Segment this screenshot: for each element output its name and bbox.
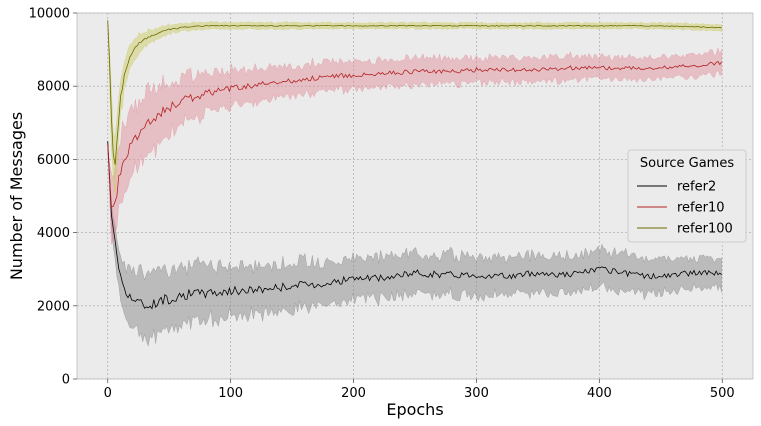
line-refer2 <box>107 141 722 310</box>
legend-box <box>627 149 747 243</box>
legend-label-refer10: refer10 <box>677 201 725 216</box>
legend: Source Games refer2 refer10 refer100 <box>627 149 747 243</box>
x-tick-label: 100 <box>218 386 243 401</box>
x-axis-ticks: 0 100 200 300 400 500 <box>104 379 735 401</box>
y-tick-label: 6000 <box>37 153 70 168</box>
y-axis-label: Number of Messages <box>7 112 26 280</box>
x-tick-label: 0 <box>104 386 112 401</box>
y-tick-label: 4000 <box>37 226 70 241</box>
series-lines <box>107 20 722 310</box>
legend-title: Source Games <box>640 156 734 171</box>
x-axis-label: Epochs <box>386 400 443 419</box>
line-refer100 <box>107 20 722 165</box>
legend-label-refer2: refer2 <box>677 180 716 195</box>
band-refer100 <box>107 20 722 196</box>
y-tick-label: 2000 <box>37 299 70 314</box>
grid <box>77 12 753 380</box>
y-tick-label: 0 <box>62 373 70 388</box>
x-tick-label: 500 <box>710 386 735 401</box>
legend-label-refer100: refer100 <box>677 222 733 237</box>
line-refer10 <box>107 61 722 208</box>
y-tick-label: 8000 <box>37 80 70 95</box>
x-tick-label: 200 <box>341 386 366 401</box>
x-tick-label: 400 <box>587 386 612 401</box>
band-refer2 <box>107 141 722 347</box>
y-tick-label: 10000 <box>29 7 70 22</box>
y-axis-ticks: 0 2000 4000 6000 8000 10000 <box>29 7 77 388</box>
legend-entries: refer2 refer10 refer100 <box>637 180 733 237</box>
x-tick-label: 300 <box>464 386 489 401</box>
